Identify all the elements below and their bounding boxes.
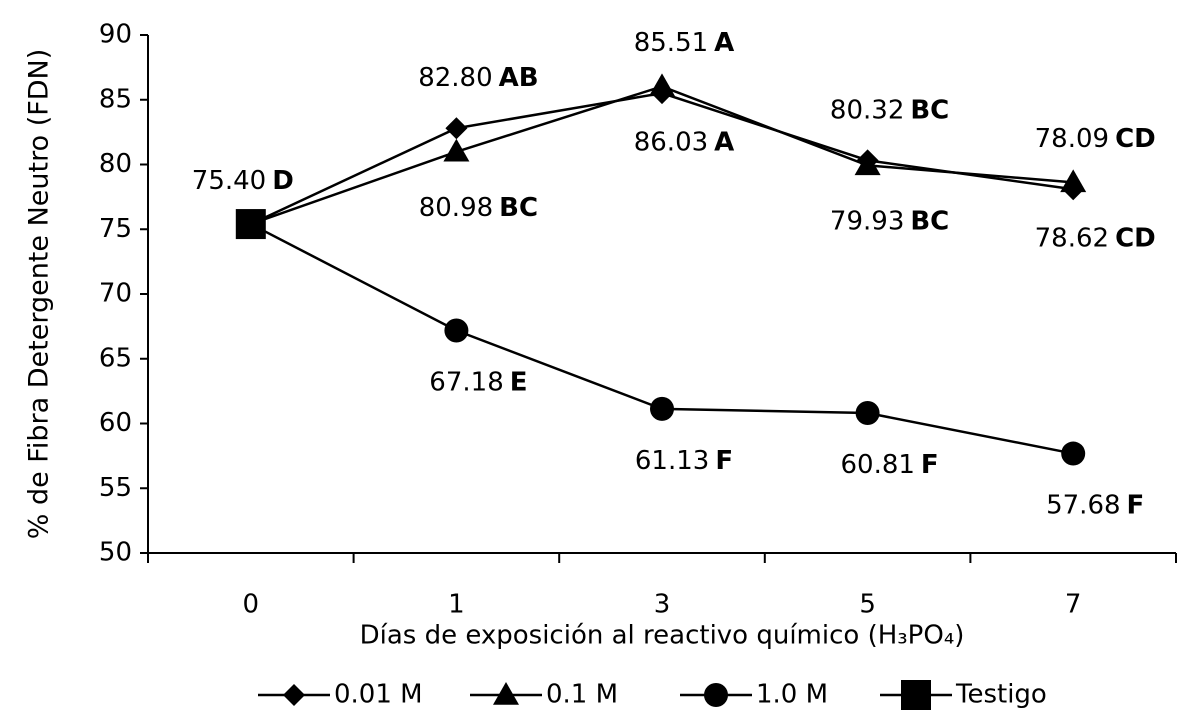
marker — [443, 138, 470, 162]
marker — [1060, 169, 1087, 193]
legend-marker — [493, 682, 519, 705]
data-label-value: 60.81 — [840, 450, 914, 480]
data-label: 86.03 A — [634, 127, 735, 157]
data-label-letter: BC — [910, 206, 949, 236]
data-label-value: 79.93 — [830, 206, 904, 236]
y-tick-label: 75 — [99, 214, 132, 244]
legend-label: 0.1 M — [546, 680, 618, 710]
y-tick-label: 65 — [99, 343, 132, 373]
data-label-value: 67.18 — [429, 367, 503, 397]
legend-label: 0.01 M — [334, 680, 423, 710]
data-label: 78.09 CD — [1035, 124, 1156, 154]
marker — [235, 209, 266, 240]
y-tick-label: 60 — [99, 408, 132, 438]
data-label: 80.98 BC — [419, 192, 538, 222]
y-axis-title: % de Fibra Detergente Neutro (FDN) — [24, 49, 55, 540]
marker — [649, 73, 675, 97]
data-label: 78.62 CD — [1035, 223, 1156, 253]
data-label-letter: D — [272, 166, 294, 196]
data-label-value: 80.32 — [830, 95, 904, 125]
data-label-letter: CD — [1115, 223, 1156, 253]
x-tick-label: 1 — [448, 590, 465, 620]
x-tick-label: 5 — [859, 590, 876, 620]
x-tick-label: 3 — [654, 590, 671, 620]
marker — [1061, 441, 1086, 466]
y-tick-label: 85 — [99, 84, 132, 114]
data-label-letter: AB — [499, 63, 539, 93]
x-axis-title: Días de exposición al reactivo químico (… — [360, 621, 965, 651]
data-label-value: 61.13 — [635, 445, 709, 475]
legend-label: Testigo — [955, 680, 1047, 710]
data-label: 61.13 F — [635, 445, 733, 475]
legend-marker — [704, 683, 728, 707]
data-label: 80.32 BC — [830, 95, 949, 125]
data-label-value: 75.40 — [192, 166, 266, 196]
marker — [444, 318, 469, 343]
data-label: 82.80 AB — [418, 63, 538, 93]
data-label-value: 78.62 — [1035, 223, 1109, 253]
y-tick-label: 70 — [99, 279, 132, 309]
data-label-letter: E — [510, 367, 528, 397]
data-label-value: 80.98 — [419, 192, 493, 222]
data-label-value: 82.80 — [418, 63, 492, 93]
data-label: 60.81 F — [840, 450, 938, 480]
data-label: 67.18 E — [429, 367, 527, 397]
x-tick-label: 7 — [1065, 590, 1082, 620]
data-label-letter: A — [714, 28, 734, 58]
data-label: 85.51 A — [634, 28, 735, 58]
x-tick-label: 0 — [243, 590, 260, 620]
data-label-letter: BC — [910, 95, 949, 125]
marker — [854, 152, 881, 176]
data-label-letter: F — [715, 445, 733, 475]
y-tick-label: 80 — [99, 149, 132, 179]
marker — [650, 396, 674, 421]
data-label-letter: BC — [499, 192, 538, 222]
legend-marker — [901, 680, 931, 710]
data-label-letter: CD — [1115, 124, 1156, 154]
marker — [855, 401, 880, 426]
data-label: 79.93 BC — [830, 206, 949, 236]
data-label-value: 85.51 — [634, 28, 708, 58]
legend-label: 1.0 M — [756, 680, 828, 710]
y-tick-label: 50 — [99, 538, 132, 568]
data-label-letter: A — [714, 127, 734, 157]
marker — [445, 117, 468, 140]
y-tick-label: 90 — [99, 20, 132, 50]
data-label-value: 57.68 — [1046, 490, 1120, 520]
series-line — [250, 91, 1074, 226]
legend-marker — [283, 684, 305, 706]
data-label-letter: F — [921, 450, 939, 480]
data-label-letter: F — [1127, 490, 1145, 520]
data-label-value: 78.09 — [1035, 124, 1109, 154]
data-label-value: 86.03 — [634, 127, 708, 157]
data-label: 57.68 F — [1046, 490, 1144, 520]
data-label: 75.40 D — [192, 166, 294, 196]
y-tick-label: 55 — [99, 473, 132, 503]
